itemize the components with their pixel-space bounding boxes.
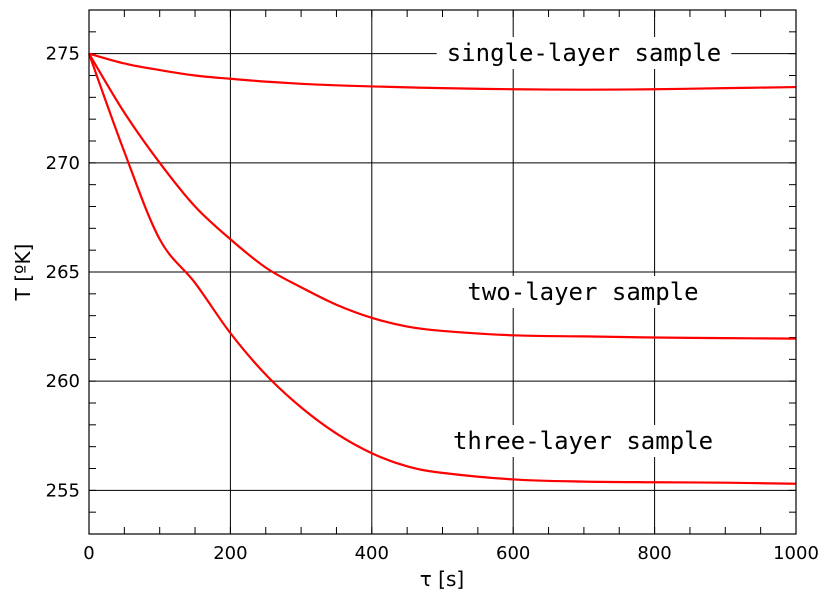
y-tick-label: 260 (46, 371, 80, 392)
y-tick-label: 270 (46, 153, 80, 174)
y-tick-label: 275 (46, 44, 80, 65)
x-tick-label: 600 (496, 543, 530, 564)
y-axis-title: T [ºK] (11, 244, 35, 302)
plot-frame (88, 9, 797, 535)
annotation-bg (442, 425, 724, 457)
series-line-two-layer-sample (88, 53, 797, 340)
annotation-bg (457, 276, 709, 308)
series-label-two-layer-sample: two-layer sample (467, 278, 698, 306)
annotation-bg (436, 37, 732, 69)
x-tick-label: 800 (637, 543, 671, 564)
x-tick-label: 200 (213, 543, 247, 564)
x-tick-label: 400 (355, 543, 389, 564)
y-tick-label: 255 (46, 480, 80, 501)
x-axis-title: τ [s] (420, 567, 464, 591)
series-lines (87, 52, 797, 485)
x-tick-label: 0 (83, 543, 94, 564)
series-label-single-layer-sample: single-layer sample (447, 39, 722, 67)
tick-labels: 0 200 400 600 800 1000 255 260 265 270 275 (46, 44, 819, 564)
series-label-three-layer-sample: three-layer sample (453, 427, 713, 455)
y-tick-label: 265 (46, 262, 80, 283)
series-annotations: single-layer sample two-layer sample three… (436, 37, 732, 457)
x-tick-label: 1000 (773, 543, 819, 564)
series-line-three-layer-sample (87, 53, 797, 485)
series-line-single-layer-sample (88, 52, 797, 91)
